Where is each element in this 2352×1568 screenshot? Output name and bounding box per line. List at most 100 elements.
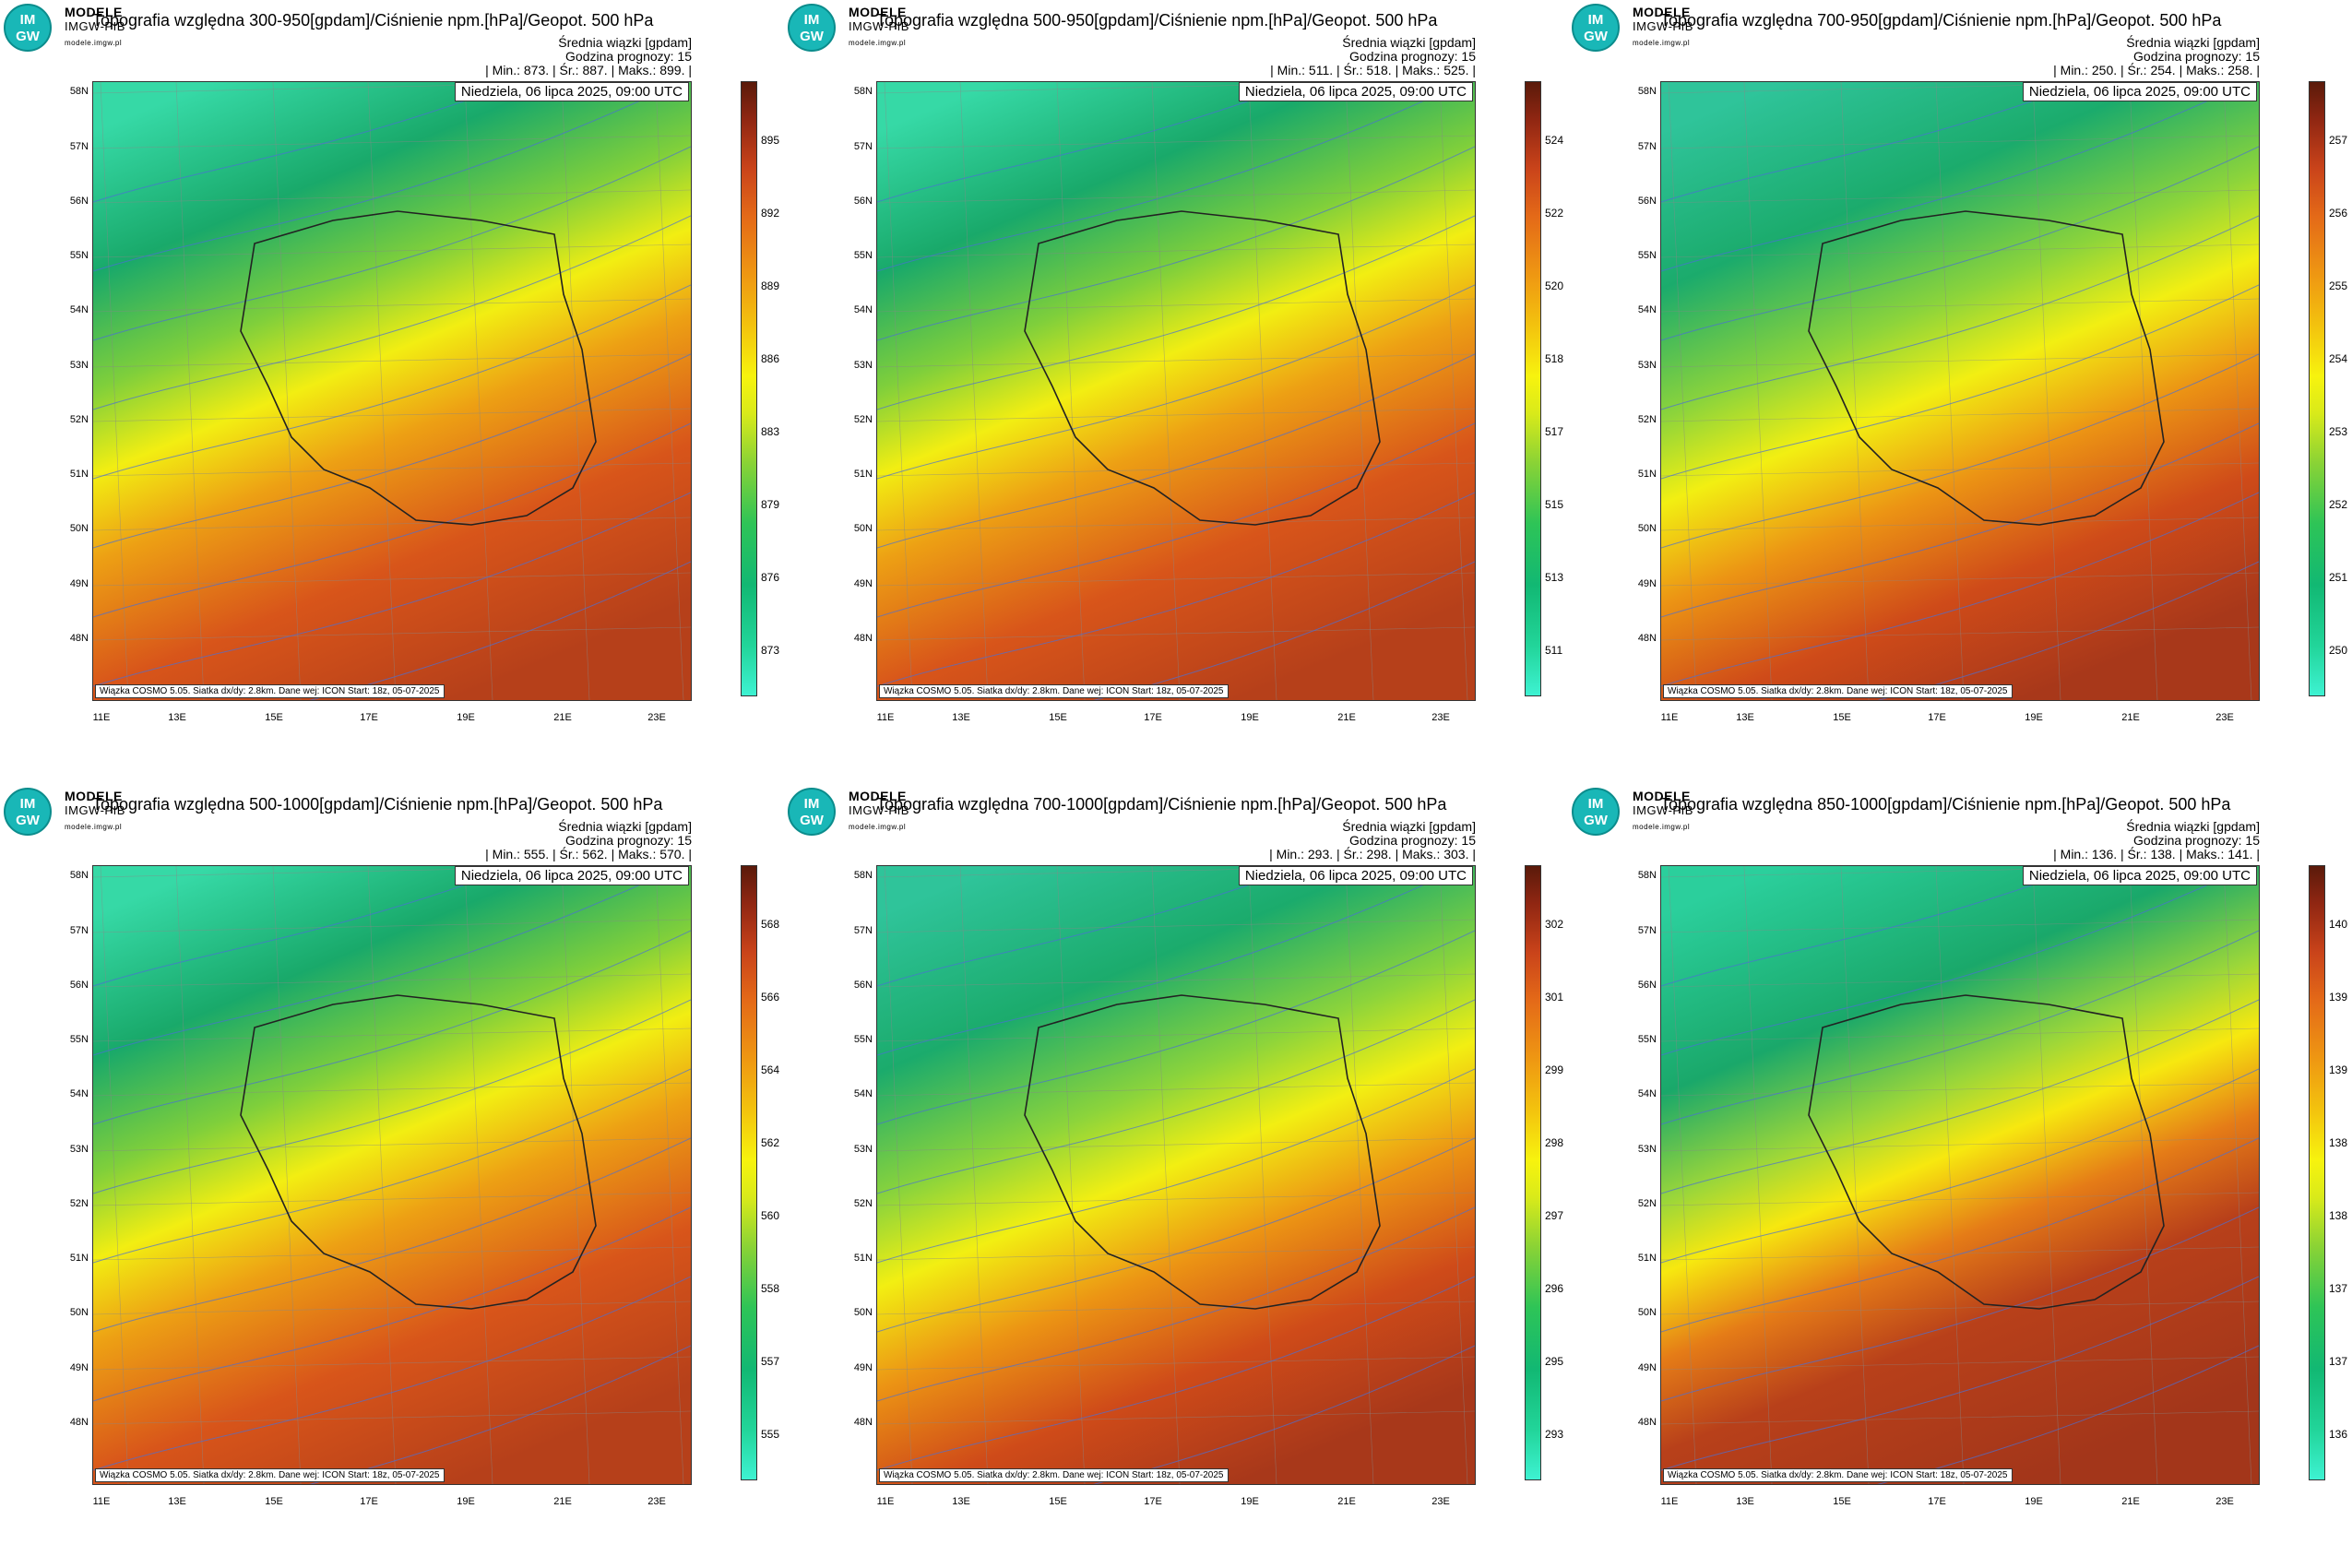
brand-url: modele.imgw.pl [1633,39,1691,47]
colorbar-tick-label: 298 [1545,1136,1564,1149]
colorbar-tick-label: 137 [2329,1355,2348,1368]
panel-title: Topografia względna 700-1000[gpdam]/Ciśn… [876,795,1447,814]
colorbar-tick-label: 876 [761,571,780,584]
lat-tick-label: 53N [69,360,89,371]
lat-tick-label: 55N [1637,250,1657,261]
lon-tick-label: 23E [647,712,666,723]
lon-tick-label: 11E [92,712,111,723]
map-panel: IM GW MODELE IMGW-PIB modele.imgw.pl Top… [784,0,1568,784]
colorbar-tick-label: 257 [2329,134,2348,147]
brand-sub: IMGW-PIB [65,803,125,817]
lon-tick-label: 13E [168,712,186,723]
lat-tick-label: 49N [853,1362,873,1373]
lat-tick-label: 50N [1637,1307,1657,1318]
colorbar-tick-label: 254 [2329,352,2348,365]
lat-tick-label: 54N [853,304,873,315]
ensemble-subtitle: Średnia wiązki [gpdam] [2126,819,2260,834]
colorbar-tick-label: 139 [2329,991,2348,1004]
map-area: Niedziela, 06 lipca 2025, 09:00 UTC Wiąz… [876,81,1476,701]
map-area: Niedziela, 06 lipca 2025, 09:00 UTC Wiąz… [876,865,1476,1485]
brand-block: MODELE IMGW-PIB modele.imgw.pl [849,6,909,50]
lon-tick-label: 21E [553,1496,572,1507]
lat-tick-label: 58N [69,870,89,881]
lat-tick-label: 54N [1637,1088,1657,1099]
colorbar-tick-label: 255 [2329,279,2348,292]
lon-tick-label: 11E [1660,712,1679,723]
lon-tick-label: 23E [2215,712,2234,723]
brand-sub: IMGW-PIB [1633,19,1693,33]
brand-block: MODELE IMGW-PIB modele.imgw.pl [1633,790,1693,834]
map-panel: IM GW MODELE IMGW-PIB modele.imgw.pl Top… [784,784,1568,1568]
lat-tick-label: 54N [69,1088,89,1099]
lat-tick-label: 56N [1637,196,1657,207]
lon-tick-label: 17E [1144,712,1162,723]
lon-tick-label: 23E [647,1496,666,1507]
footer-note: Wiązka COSMO 5.05. Siatka dx/dy: 2.8km. … [1663,684,2013,698]
ensemble-subtitle: Średnia wiązki [gpdam] [1342,819,1476,834]
lat-tick-label: 52N [853,414,873,425]
lat-tick-label: 58N [853,86,873,97]
lat-tick-label: 55N [853,1034,873,1045]
brand-url: modele.imgw.pl [65,39,123,47]
date-box: Niedziela, 06 lipca 2025, 09:00 UTC [2022,866,2257,885]
lon-tick-label: 13E [168,1496,186,1507]
lat-tick-label: 48N [853,1417,873,1428]
colorbar [1525,865,1541,1480]
lat-tick-label: 53N [1637,360,1657,371]
forecast-hour: Godzina prognozy: 15 [565,833,692,848]
forecast-hour: Godzina prognozy: 15 [1349,833,1476,848]
colorbar-tick-label: 520 [1545,279,1564,292]
colorbar-tick-label: 515 [1545,498,1564,511]
lon-tick-label: 21E [1337,712,1356,723]
brand-name: MODELE [65,5,123,19]
lon-tick-label: 19E [2025,1496,2043,1507]
lon-tick-label: 11E [92,1496,111,1507]
colorbar [1525,81,1541,696]
panel-title: Topografia względna 700-950[gpdam]/Ciśni… [1660,11,2222,30]
colorbar-tick-label: 560 [761,1209,780,1222]
lat-tick-label: 58N [1637,870,1657,881]
svg-text:IM: IM [1588,796,1604,812]
colorbar-tick-label: 256 [2329,207,2348,220]
lat-tick-label: 57N [1637,925,1657,936]
lat-tick-label: 58N [853,870,873,881]
lon-tick-label: 13E [952,712,970,723]
colorbar-tick-label: 301 [1545,991,1564,1004]
colorbar-tick-label: 524 [1545,134,1564,147]
lon-tick-label: 17E [360,1496,378,1507]
date-box: Niedziela, 06 lipca 2025, 09:00 UTC [1238,82,1473,101]
imgw-logo: IM GW [788,788,836,836]
lat-tick-label: 48N [1637,1417,1657,1428]
colorbar-tick-label: 299 [1545,1063,1564,1076]
lon-tick-label: 11E [1660,1496,1679,1507]
lat-tick-label: 56N [69,196,89,207]
lon-tick-label: 13E [1736,1496,1754,1507]
lon-tick-label: 11E [876,712,895,723]
lon-tick-label: 13E [1736,712,1754,723]
brand-url: modele.imgw.pl [65,823,123,831]
ensemble-subtitle: Średnia wiązki [gpdam] [2126,35,2260,50]
lon-tick-label: 15E [1049,712,1067,723]
lat-tick-label: 50N [69,523,89,534]
lat-tick-label: 50N [853,1307,873,1318]
colorbar-tick-label: 517 [1545,425,1564,438]
lat-tick-label: 52N [1637,414,1657,425]
lon-tick-label: 17E [360,712,378,723]
svg-text:GW: GW [1584,813,1609,828]
colorbar-tick-label: 879 [761,498,780,511]
lat-tick-label: 56N [1637,980,1657,991]
lat-tick-label: 57N [853,925,873,936]
lon-tick-label: 19E [457,1496,475,1507]
map-field [93,866,691,1484]
brand-url: modele.imgw.pl [849,39,907,47]
colorbar-tick-label: 883 [761,425,780,438]
colorbar-tick-label: 296 [1545,1282,1564,1295]
colorbar-tick-label: 302 [1545,918,1564,931]
colorbar-tick-label: 522 [1545,207,1564,220]
lon-tick-label: 15E [1833,1496,1851,1507]
lat-tick-label: 56N [69,980,89,991]
lat-tick-label: 50N [69,1307,89,1318]
brand-sub: IMGW-PIB [65,19,125,33]
map-panel: IM GW MODELE IMGW-PIB modele.imgw.pl Top… [1568,784,2352,1568]
lat-tick-label: 55N [69,1034,89,1045]
